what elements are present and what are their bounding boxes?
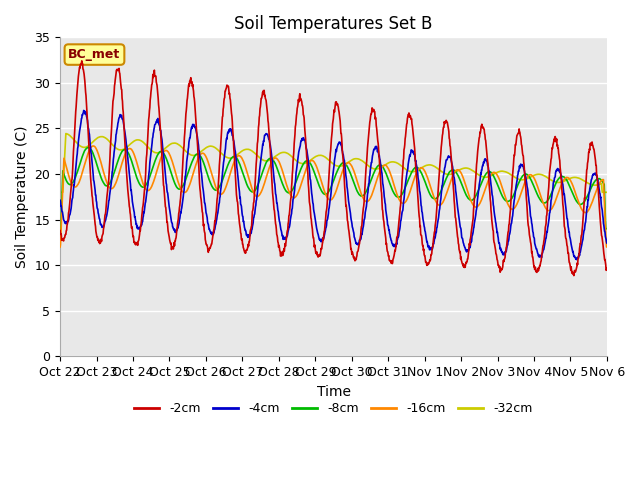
X-axis label: Time: Time — [317, 384, 351, 398]
Text: BC_met: BC_met — [68, 48, 120, 61]
Y-axis label: Soil Temperature (C): Soil Temperature (C) — [15, 126, 29, 268]
Legend: -2cm, -4cm, -8cm, -16cm, -32cm: -2cm, -4cm, -8cm, -16cm, -32cm — [129, 397, 538, 420]
Title: Soil Temperatures Set B: Soil Temperatures Set B — [234, 15, 433, 33]
